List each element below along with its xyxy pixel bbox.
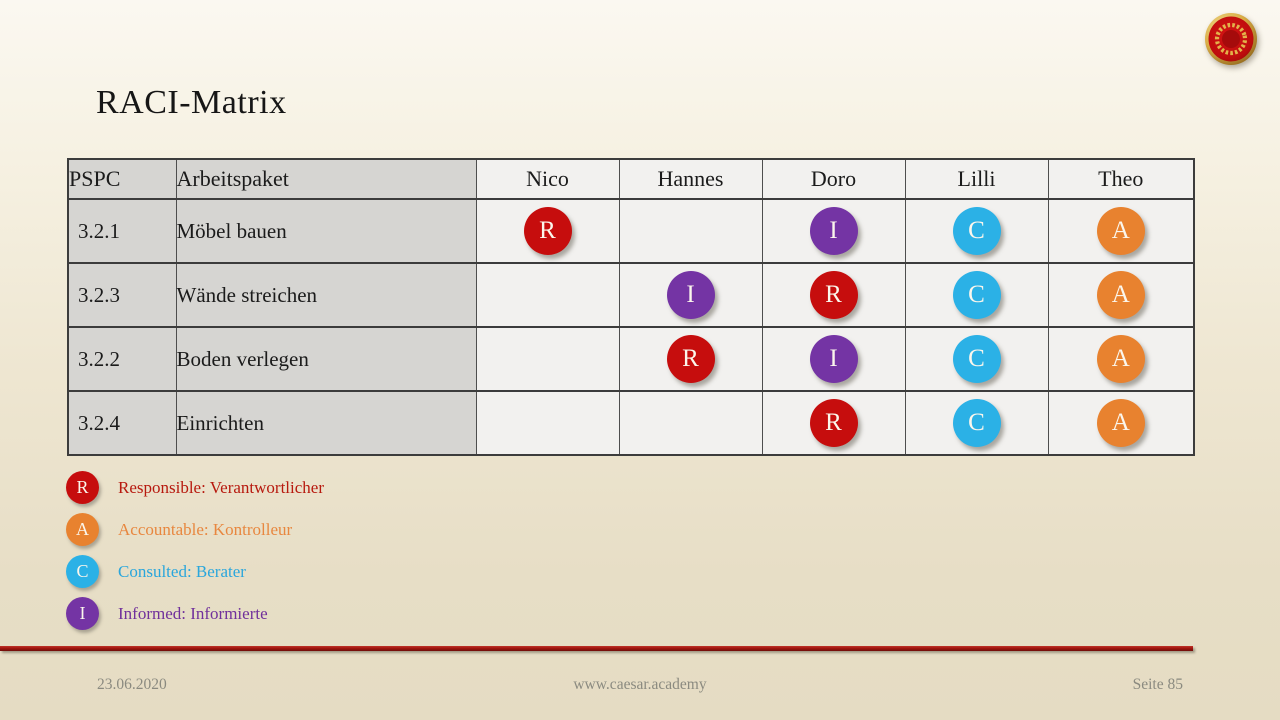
assignment-cell-doro: R [761,390,906,456]
assignment-cell-doro: R [761,262,906,328]
arbeitspaket-cell: Möbel bauen [175,198,477,264]
page-title: RACI-Matrix [96,84,287,121]
column-header-doro: Doro [761,158,906,200]
assignment-cell-hannes: R [618,326,763,392]
assignment-cell-doro: I [761,198,906,264]
arbeitspaket-cell: Boden verlegen [175,326,477,392]
pspc-cell: 3.2.1 [67,198,177,264]
raci-badge-a: A [1096,207,1145,255]
arbeitspaket-cell: Wände streichen [175,262,477,328]
assignment-cell-nico [475,326,620,392]
legend-label: Informed: Informierte [118,603,268,623]
legend-item-i: I Informed: Informierte [66,597,324,630]
caesar-academy-logo-icon [1205,13,1257,65]
assignment-cell-lilli: C [904,326,1049,392]
footer: 23.06.2020 www.caesar.academy Seite 85 [0,676,1280,694]
raci-legend: R Responsible: Verantwortlicher A Accountab… [66,471,324,639]
assignment-cell-nico [475,262,620,328]
legend-item-r: R Responsible: Verantwortlicher [66,471,324,504]
raci-badge-i: I [809,335,858,383]
raci-badge-i: I [666,271,715,319]
pspc-cell: 3.2.2 [67,326,177,392]
assignment-cell-nico: R [475,198,620,264]
raci-badge-i: I [66,597,99,630]
assignment-cell-theo: A [1047,390,1195,456]
assignment-cell-nico [475,390,620,456]
raci-badge-a: A [1096,271,1145,319]
footer-page-number: Seite 85 [1132,676,1183,693]
raci-badge-i: I [809,207,858,255]
column-header-arbeitspaket: Arbeitspaket [175,158,477,200]
assignment-cell-hannes: I [618,262,763,328]
raci-table-header: PSPC Arbeitspaket Nico Hannes Doro Lilli Theo [67,158,1195,200]
raci-badge-a: A [1096,399,1145,447]
table-row: 3.2.4 Einrichten R C A [67,390,1195,456]
assignment-cell-lilli: C [904,262,1049,328]
footer-divider [0,646,1193,651]
pspc-cell: 3.2.3 [67,262,177,328]
column-header-lilli: Lilli [904,158,1049,200]
raci-badge-c: C [952,207,1001,255]
raci-badge-c: C [952,335,1001,383]
legend-label: Responsible: Verantwortlicher [118,477,325,497]
column-header-theo: Theo [1047,158,1195,200]
raci-table-body: 3.2.1 Möbel bauen R I C A 3.2.3 Wände streichen… [67,198,1195,456]
assignment-cell-hannes [618,198,763,264]
raci-badge-r: R [809,271,858,319]
table-row: 3.2.1 Möbel bauen R I C A [67,198,1195,264]
footer-url: www.caesar.academy [573,676,707,693]
assignment-cell-doro: I [761,326,906,392]
raci-badge-r: R [66,471,99,504]
raci-badge-a: A [1096,335,1145,383]
raci-badge-a: A [66,513,99,546]
assignment-cell-theo: A [1047,262,1195,328]
assignment-cell-lilli: C [904,390,1049,456]
legend-item-a: A Accountable: Kontrolleur [66,513,324,546]
table-row: 3.2.2 Boden verlegen R I C A [67,326,1195,392]
column-header-pspc: PSPC [67,158,177,200]
table-row: 3.2.3 Wände streichen I R C A [67,262,1195,328]
raci-matrix-table: PSPC Arbeitspaket Nico Hannes Doro Lilli Theo … [67,158,1195,456]
pspc-cell: 3.2.4 [67,390,177,456]
legend-label: Consulted: Berater [118,561,246,581]
column-header-nico: Nico [475,158,620,200]
assignment-cell-hannes [618,390,763,456]
legend-label: Accountable: Kontrolleur [118,519,293,539]
assignment-cell-lilli: C [904,198,1049,264]
raci-badge-r: R [666,335,715,383]
raci-badge-c: C [66,555,99,588]
column-header-hannes: Hannes [618,158,763,200]
footer-date: 23.06.2020 [97,676,167,693]
raci-badge-r: R [523,207,572,255]
raci-badge-c: C [952,271,1001,319]
assignment-cell-theo: A [1047,198,1195,264]
legend-item-c: C Consulted: Berater [66,555,324,588]
raci-badge-r: R [809,399,858,447]
arbeitspaket-cell: Einrichten [175,390,477,456]
raci-badge-c: C [952,399,1001,447]
assignment-cell-theo: A [1047,326,1195,392]
